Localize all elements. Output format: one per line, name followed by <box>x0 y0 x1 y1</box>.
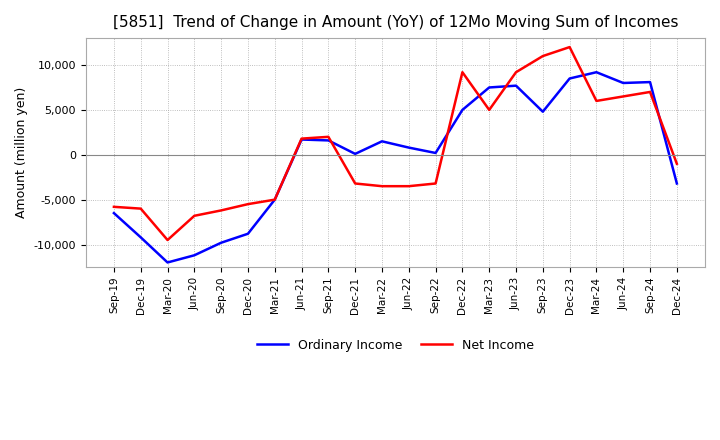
Net Income <box>190 213 199 218</box>
Net Income <box>458 70 467 75</box>
Net Income <box>485 107 493 113</box>
Ordinary Income <box>109 210 118 216</box>
Net Income <box>672 161 681 166</box>
Net Income <box>431 181 440 186</box>
Net Income <box>217 208 225 213</box>
Ordinary Income <box>565 76 574 81</box>
Legend: Ordinary Income, Net Income: Ordinary Income, Net Income <box>251 334 539 357</box>
Ordinary Income <box>324 138 333 143</box>
Ordinary Income <box>243 231 252 236</box>
Net Income <box>271 197 279 202</box>
Ordinary Income <box>378 139 387 144</box>
Ordinary Income <box>512 83 521 88</box>
Net Income <box>619 94 628 99</box>
Net Income <box>324 134 333 139</box>
Net Income <box>378 183 387 189</box>
Ordinary Income <box>646 80 654 85</box>
Net Income <box>243 202 252 207</box>
Net Income <box>136 206 145 211</box>
Net Income <box>539 53 547 59</box>
Net Income <box>163 238 172 243</box>
Ordinary Income <box>619 81 628 86</box>
Ordinary Income <box>271 197 279 202</box>
Net Income <box>297 136 306 141</box>
Net Income <box>512 70 521 75</box>
Ordinary Income <box>190 253 199 258</box>
Ordinary Income <box>539 109 547 114</box>
Ordinary Income <box>672 181 681 186</box>
Ordinary Income <box>351 151 359 157</box>
Ordinary Income <box>431 150 440 156</box>
Line: Net Income: Net Income <box>114 47 677 240</box>
Ordinary Income <box>217 240 225 246</box>
Ordinary Income <box>297 137 306 142</box>
Net Income <box>351 181 359 186</box>
Net Income <box>405 183 413 189</box>
Ordinary Income <box>163 260 172 265</box>
Line: Ordinary Income: Ordinary Income <box>114 72 677 263</box>
Net Income <box>109 204 118 209</box>
Ordinary Income <box>458 107 467 113</box>
Ordinary Income <box>405 145 413 150</box>
Ordinary Income <box>592 70 600 75</box>
Net Income <box>565 44 574 50</box>
Ordinary Income <box>136 235 145 240</box>
Title: [5851]  Trend of Change in Amount (YoY) of 12Mo Moving Sum of Incomes: [5851] Trend of Change in Amount (YoY) o… <box>112 15 678 30</box>
Net Income <box>592 98 600 103</box>
Ordinary Income <box>485 85 493 90</box>
Net Income <box>646 89 654 95</box>
Y-axis label: Amount (million yen): Amount (million yen) <box>15 87 28 218</box>
